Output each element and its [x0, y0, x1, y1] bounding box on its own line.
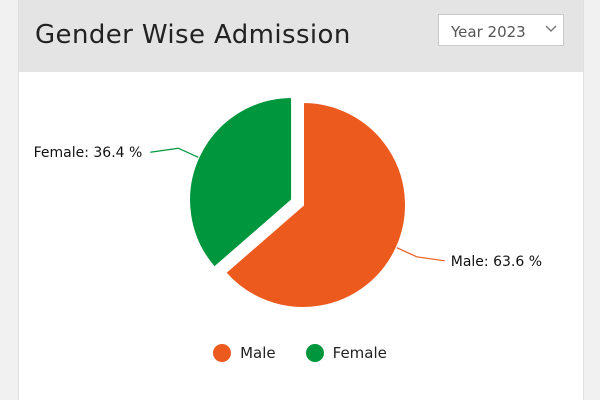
year-select-value: Year 2023: [451, 23, 526, 41]
chart-legend: Male Female: [0, 340, 600, 366]
pie-slice-male[interactable]: [223, 100, 407, 309]
legend-item-male[interactable]: Male: [213, 344, 276, 362]
card-header: Gender Wise Admission Year 2023: [19, 0, 583, 72]
pie-slice-female[interactable]: [188, 96, 294, 270]
year-select-dropdown[interactable]: Year 2023: [438, 14, 564, 46]
admission-card: Gender Wise Admission Year 2023: [18, 0, 584, 400]
data-label-male: Male: 63.6 %: [451, 254, 542, 270]
page-title: Gender Wise Admission: [35, 20, 351, 50]
data-label-female: Female: 36.4 %: [34, 145, 143, 161]
legend-label-female: Female: [332, 344, 387, 362]
legend-marker-female: [305, 344, 324, 362]
legend-marker-male: [213, 344, 232, 362]
chevron-down-icon: [545, 25, 557, 32]
connector-female: [150, 147, 199, 158]
pie-slices: [188, 96, 407, 309]
pie-labels: Male: 63.6 % Female: 36.4 %: [34, 145, 542, 270]
legend-label-male: Male: [240, 344, 276, 362]
legend-item-female[interactable]: Female: [305, 344, 387, 362]
connector-male: [396, 247, 445, 262]
